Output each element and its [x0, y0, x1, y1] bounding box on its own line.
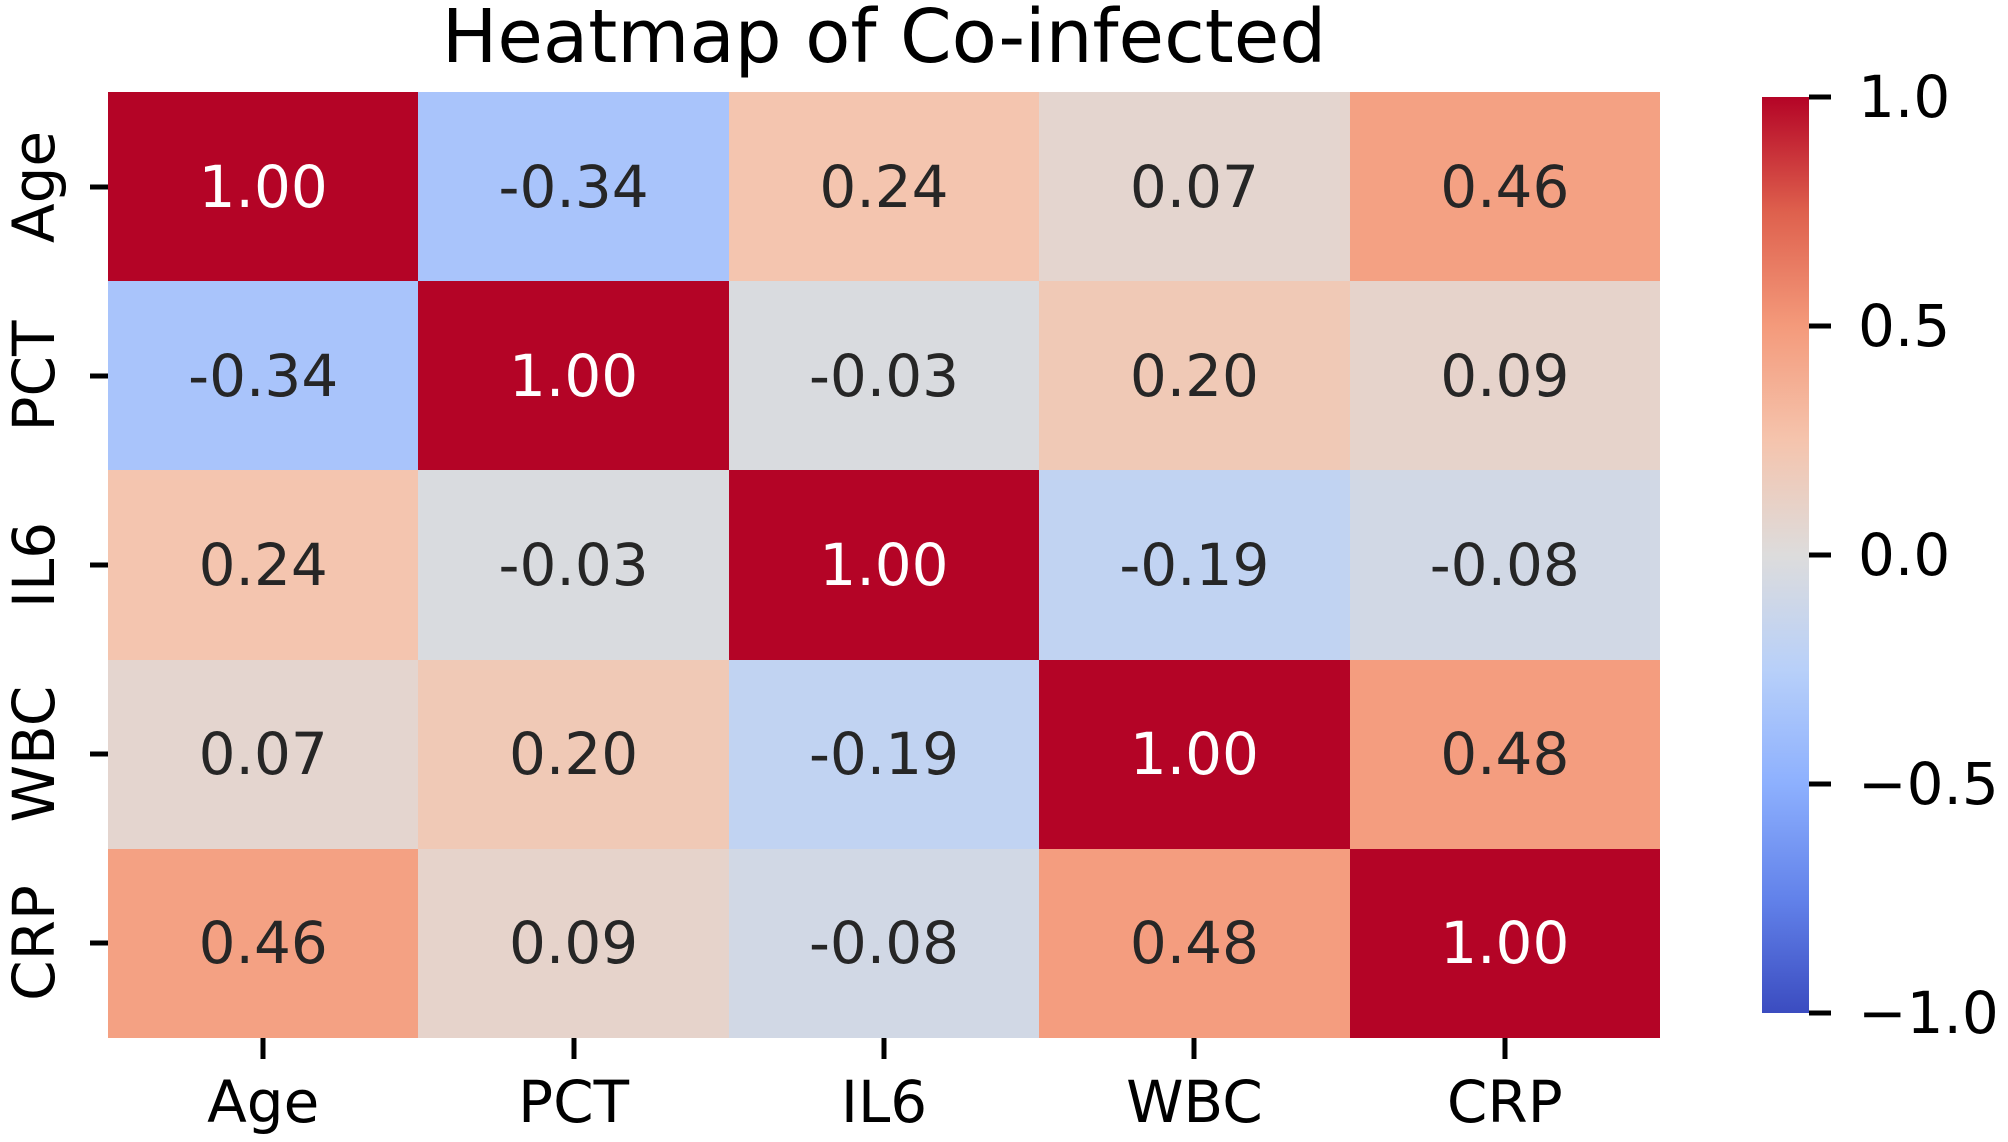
x-axis-tick-mark	[1502, 1038, 1508, 1059]
heatmap-cell: -0.34	[418, 92, 729, 282]
chart-title: Heatmap of Co-infected	[441, 0, 1327, 80]
heatmap-cell: -0.03	[418, 470, 729, 660]
colorbar-tick-label: 0.0	[1858, 521, 1951, 589]
y-axis-tick-label: CRP	[0, 885, 68, 1002]
y-axis-tick-label: Age	[0, 130, 68, 243]
y-axis-tick-mark	[90, 373, 108, 379]
heatmap-cell: 1.00	[418, 281, 729, 471]
colorbar-tick-mark	[1809, 1010, 1831, 1016]
heatmap-cell: 1.00	[108, 92, 419, 282]
colorbar-tick-mark	[1809, 781, 1831, 787]
heatmap-cell: -0.19	[728, 659, 1040, 849]
x-axis-tick-label: Age	[207, 1068, 320, 1136]
y-axis-tick-mark	[90, 184, 108, 190]
heatmap-cell: -0.19	[1039, 470, 1350, 660]
x-axis-tick-label: WBC	[1126, 1068, 1263, 1136]
x-axis-tick-mark	[260, 1038, 266, 1059]
heatmap-cell: 1.00	[1039, 659, 1350, 849]
heatmap-cell: 0.46	[108, 848, 419, 1038]
y-axis-tick-label: PCT	[0, 320, 68, 432]
colorbar-tick-mark	[1809, 552, 1831, 558]
colorbar-gradient	[1762, 97, 1809, 1013]
heatmap-cell: 0.24	[728, 92, 1040, 282]
y-axis-tick-mark	[90, 940, 108, 946]
heatmap-cell: 0.20	[1039, 281, 1350, 471]
x-axis-tick-mark	[571, 1038, 577, 1059]
heatmap-cell: 0.48	[1039, 848, 1350, 1038]
heatmap-cell: 0.09	[1349, 281, 1660, 471]
x-axis-tick-label: CRP	[1446, 1068, 1563, 1136]
y-axis-tick-label: IL6	[0, 521, 68, 609]
x-axis-tick-mark	[1191, 1038, 1197, 1059]
y-axis-tick-label: WBC	[0, 685, 68, 823]
heatmap-cell: 0.07	[1039, 92, 1350, 282]
heatmap-cell: -0.08	[1349, 470, 1660, 660]
x-axis-tick-mark	[881, 1038, 887, 1059]
heatmap-cell: 0.48	[1349, 659, 1660, 849]
colorbar-tick-mark	[1809, 94, 1831, 100]
colorbar-tick-label: 0.5	[1858, 292, 1951, 360]
heatmap-cell: -0.08	[728, 848, 1040, 1038]
heatmap-cell: 1.00	[1349, 848, 1660, 1038]
heatmap-grid: 1.00 -0.34 0.24 0.07 0.46 -0.34 1.00 -0.03 0.20 0…	[108, 92, 1660, 1038]
y-axis-tick-mark	[90, 562, 108, 568]
heatmap-cell: 0.07	[108, 659, 419, 849]
colorbar-tick-label: −1.0	[1858, 979, 1999, 1047]
y-axis-tick-mark	[90, 751, 108, 757]
heatmap-cell: 0.46	[1349, 92, 1660, 282]
colorbar-tick-label: 1.0	[1858, 63, 1951, 131]
heatmap-cell: 0.20	[418, 659, 729, 849]
heatmap-cell: -0.34	[108, 281, 419, 471]
colorbar-tick-label: −0.5	[1858, 750, 1999, 818]
x-axis-tick-label: IL6	[840, 1068, 928, 1136]
heatmap-cell: 0.24	[108, 470, 419, 660]
heatmap-cell: -0.03	[728, 281, 1040, 471]
x-axis-tick-label: PCT	[518, 1068, 630, 1136]
colorbar-tick-mark	[1809, 323, 1831, 329]
heatmap-cell: 0.09	[418, 848, 729, 1038]
heatmap-cell: 1.00	[728, 470, 1040, 660]
